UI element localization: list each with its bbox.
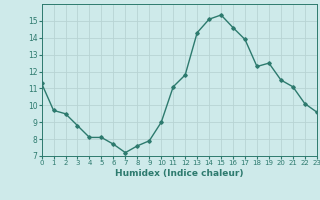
X-axis label: Humidex (Indice chaleur): Humidex (Indice chaleur) [115, 169, 244, 178]
